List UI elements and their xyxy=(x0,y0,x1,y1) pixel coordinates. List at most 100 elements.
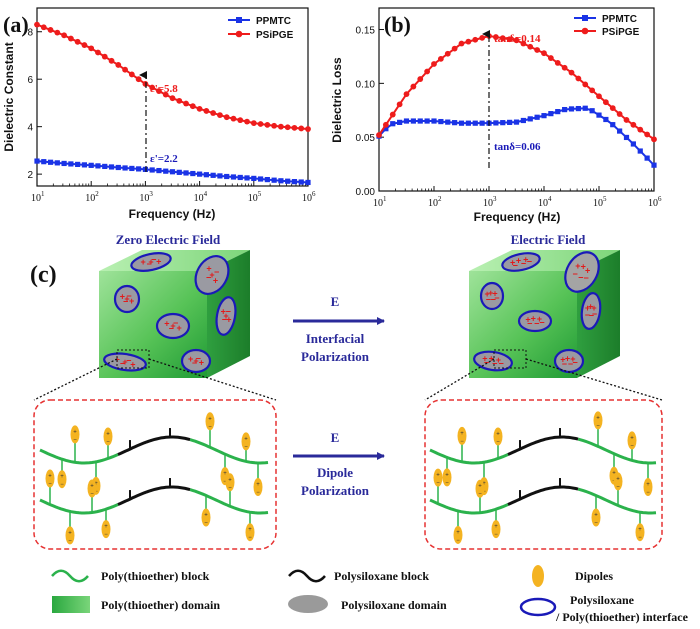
chart-b-x-tick: 105 xyxy=(593,195,607,209)
chart-a-point-ppmtc xyxy=(75,161,81,168)
chart-a-x-tick: 106 xyxy=(302,190,316,204)
svg-text:−: − xyxy=(223,479,227,485)
polysiloxane-chain xyxy=(117,435,191,456)
charge-sign: + xyxy=(496,355,501,365)
left-title: Zero Electric Field xyxy=(116,232,221,247)
chart-b-point-ppmtc xyxy=(507,119,513,125)
chart-b-point-ppmtc xyxy=(548,111,554,117)
svg-text:−: − xyxy=(208,424,212,430)
chart-b-point-psipge xyxy=(541,50,547,57)
dipole xyxy=(87,479,97,498)
chart-a-point-ppmtc xyxy=(217,173,223,179)
chart-a-point-ppmtc xyxy=(41,159,47,165)
diagram-panel-label: (c) xyxy=(30,262,57,288)
chart-a-y-tick: 2 xyxy=(27,170,33,181)
chart-a-point-psipge xyxy=(169,95,176,102)
chart-b-y-tick: 0.15 xyxy=(356,26,376,37)
svg-text:+: + xyxy=(460,431,464,437)
chart-a-point-ppmtc xyxy=(237,174,243,181)
chart-a-point-ppmtc xyxy=(122,165,128,171)
svg-text:−: − xyxy=(482,489,486,495)
arrow-top-line2: Polarization xyxy=(301,349,370,364)
svg-text:+: + xyxy=(106,432,110,438)
svg-text:+: + xyxy=(90,483,94,489)
right-chains: +−+−+−+−+−+−+−+−+−+−+−+−+−+−+− xyxy=(429,411,657,544)
chart-b-point-psipge xyxy=(499,35,506,42)
arrow-dipole: E Dipole Polarization xyxy=(293,430,385,498)
dipole-swatch xyxy=(532,565,544,587)
svg-text:+: + xyxy=(244,436,248,442)
chart-a-point-psipge xyxy=(250,120,257,127)
chart-b-plot-area xyxy=(378,7,655,192)
chart-b-point-psipge xyxy=(527,43,534,50)
chart-b-point-ppmtc xyxy=(568,106,575,112)
chart-b-point-ppmtc xyxy=(452,120,458,126)
chart-b-point-psipge xyxy=(575,75,582,82)
svg-text:−: − xyxy=(594,520,598,526)
charge-sign: − xyxy=(486,294,491,304)
chart-a-point-ppmtc xyxy=(81,162,88,168)
charge-sign: + xyxy=(193,356,198,366)
charge-sign: + xyxy=(177,323,182,333)
dipole xyxy=(225,473,235,492)
chart-b-point-ppmtc xyxy=(458,120,465,126)
chart-b-point-ppmtc xyxy=(445,119,451,125)
chart-b-point-psipge xyxy=(382,121,389,128)
chart-b-point-ppmtc xyxy=(623,134,630,141)
charge-sign: − xyxy=(173,318,178,328)
chart-a-point-psipge xyxy=(128,71,135,78)
chart-a-point-ppmtc xyxy=(129,165,135,172)
chart-b-point-ppmtc xyxy=(575,105,581,112)
chart-a-point-psipge xyxy=(291,124,298,131)
charge-sign: + xyxy=(570,354,575,364)
svg-text:+: + xyxy=(596,415,600,421)
chart-a-plot-area xyxy=(36,7,309,187)
charge-sign: + xyxy=(560,354,565,364)
chart-a-point-psipge xyxy=(149,84,156,91)
svg-text:−: − xyxy=(68,538,72,544)
chart-a-point-psipge xyxy=(135,76,142,83)
chart-a-point-psipge xyxy=(237,117,244,124)
chart-b-x-tick: 106 xyxy=(648,195,662,209)
chart-a-point-psipge xyxy=(210,110,217,116)
chart-b-point-psipge xyxy=(444,50,451,57)
chart-a-point-psipge xyxy=(108,57,115,64)
chart-b-point-psipge xyxy=(431,61,437,67)
chart-a-x-label: Frequency (Hz) xyxy=(129,207,216,221)
charge-sign: − xyxy=(491,294,496,304)
chart-b-point-psipge xyxy=(644,131,651,138)
dipole xyxy=(591,508,601,527)
polysiloxane-inclusion xyxy=(103,352,147,372)
charge-sign: + xyxy=(581,262,586,272)
svg-text:−: − xyxy=(460,439,464,445)
chart-b-annotation-ppmtc: tanδ=0.06 xyxy=(494,141,541,153)
chart-b-point-psipge xyxy=(465,38,472,45)
chart-b-point-psipge xyxy=(513,37,520,44)
chart-b-x-tick: 103 xyxy=(483,195,497,209)
dipole xyxy=(457,426,467,445)
svg-text:+: + xyxy=(445,472,449,478)
dipole xyxy=(442,468,452,487)
svg-text:+: + xyxy=(256,482,260,488)
chart-b-point-ppmtc xyxy=(465,120,471,126)
chart-b-point-psipge xyxy=(637,126,644,133)
polythioether-chain xyxy=(429,498,509,515)
polysiloxane-chain xyxy=(117,485,191,506)
legend-polythioether-block: Poly(thioether) block xyxy=(101,569,210,583)
polythioether-chain xyxy=(429,448,509,465)
chart-a-y-tick: 6 xyxy=(27,75,33,86)
svg-text:+: + xyxy=(208,416,212,422)
chart-a-point-psipge xyxy=(34,21,40,28)
polysiloxane-block-swatch xyxy=(288,569,326,583)
svg-text:+: + xyxy=(494,524,498,530)
dipole xyxy=(433,468,443,487)
chart-a-point-ppmtc xyxy=(257,176,264,182)
charge-sign: + xyxy=(485,289,490,299)
chart-a-point-ppmtc xyxy=(108,164,115,170)
chart-a-x-tick: 103 xyxy=(139,190,153,204)
charge-sign: − xyxy=(568,359,573,369)
charge-sign: − xyxy=(192,358,197,368)
polythioether-chain xyxy=(189,438,269,465)
chart-a-legend-marker-ppmtc xyxy=(236,17,242,23)
